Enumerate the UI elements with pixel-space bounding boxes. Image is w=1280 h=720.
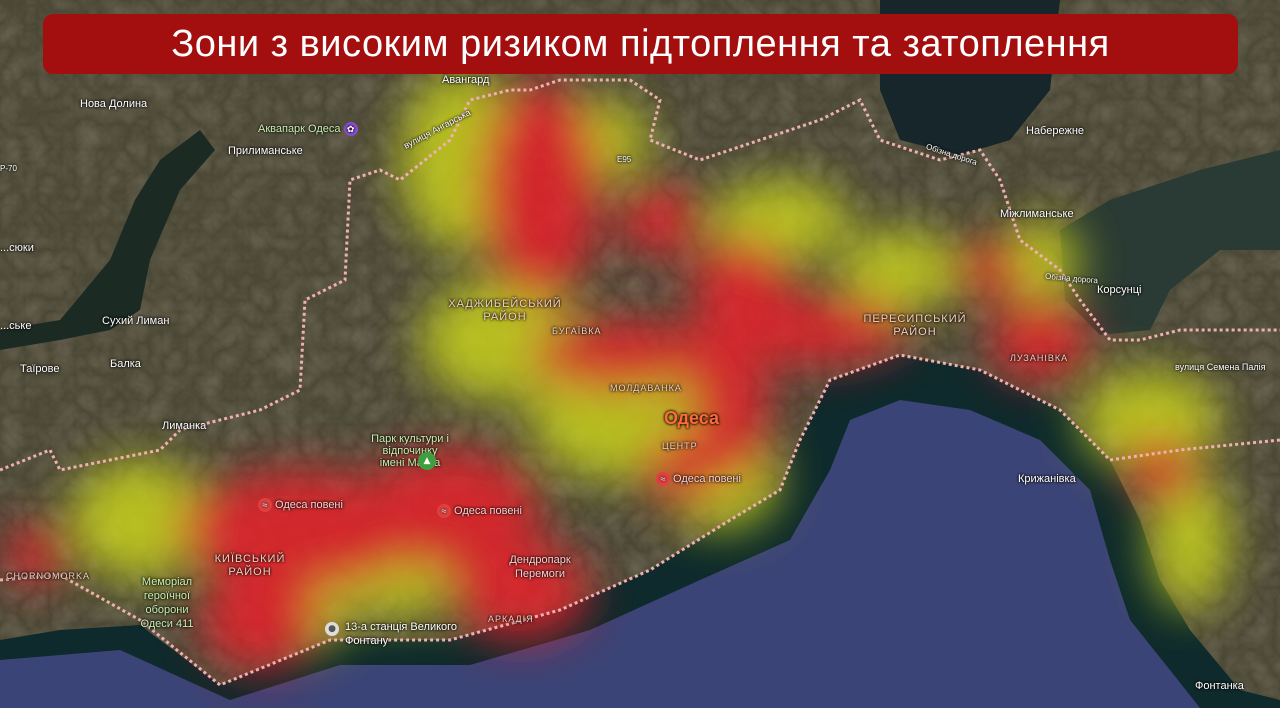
sea-deep [0,400,1200,708]
poi-flood-2[interactable]: ≈ Одеса повені [437,504,522,518]
label-korsuntsi: Корсунці [1097,284,1142,296]
label-tairove: Таїрове [20,363,60,375]
label-khadzhybeiskyi-district: ХАДЖИБЕЙСЬКИЙ РАЙОН [448,298,562,323]
label-kryzhanivka: Крижанівка [1018,473,1076,485]
label-station-13[interactable]: 13-а станція Великого Фонтану [345,621,458,647]
map-title: Зони з високим ризиком підтоплення та за… [43,14,1238,74]
label-fontanka: Фонтанка [1195,680,1244,692]
flood-2-text: Одеса повені [454,504,522,517]
label-naberezhne: Набережне [1026,125,1085,137]
label-dendropark[interactable]: Дендропарк Перемоги [509,554,571,580]
label-buhaivka: БУГАЇВКА [552,326,602,336]
poi-flood-1[interactable]: ≈ Одеса повені [258,498,343,512]
label-nova-dolyna: Нова Долина [80,98,148,110]
label-balka: Балка [110,358,141,370]
label-prylymanske: Прилиманське [228,145,303,157]
flood-1-text: Одеса повені [275,498,343,511]
label-aquapark[interactable]: Аквапарк Одеса ✿ [258,122,361,136]
label-mizhlymanske: Міжлиманське [1000,208,1074,220]
label-lymanka: Лиманка [162,420,207,432]
label-tsentr: ЦЕНТР [662,441,698,451]
label-r70: Р-70 [0,164,17,173]
label-memorial[interactable]: Меморіал героїчної оборони Одеси 411 [140,576,194,630]
poi-flood-3[interactable]: ≈ Одеса повені [656,472,741,486]
label-moldavanka: МОЛДАВАНКА [610,383,682,393]
label-chornomorka: CHORNOMORKA [6,571,91,581]
label-sukhyi-lyman: Сухий Лиман [102,315,170,327]
park-text: Парк культури і відпочинку імені Марка [371,433,449,469]
flood-3-text: Одеса повені [673,472,741,485]
label-arkadiia: АРКАДІЯ [488,614,534,624]
label-avanhard: Авангард [442,74,490,86]
label-street-semena-paliia: вулиця Семена Палія [1175,362,1266,372]
label-odesa: Одеса [664,408,719,428]
label-park[interactable]: Парк культури і відпочинку імені Марка [370,433,450,469]
label-peresypskyi-district: ПЕРЕСИПСЬКИЙ РАЙОН [863,313,967,338]
flood-wave-icon: ≈ [258,498,272,512]
label-ske: ...ське [0,320,32,332]
location-pin-icon[interactable]: ● [325,622,339,636]
khadzhibey-estuary [0,130,215,350]
flood-wave-icon: ≈ [656,472,670,486]
aquapark-pin-icon[interactable]: ✿ [343,122,358,136]
tylihul-lagoon [1060,150,1280,335]
aquapark-text: Аквапарк Одеса [258,122,341,135]
label-kyivskyi-district: КИЇВСЬКИЙ РАЙОН [214,553,286,578]
park-tree-icon[interactable]: ▲ [418,452,436,470]
flood-wave-icon: ≈ [437,504,451,518]
label-e95: E95 [617,155,632,164]
city-boundary [0,78,1280,687]
label-siuky: ...сюки [0,242,34,254]
label-luzanivka: ЛУЗАНІВКА [1010,353,1069,363]
